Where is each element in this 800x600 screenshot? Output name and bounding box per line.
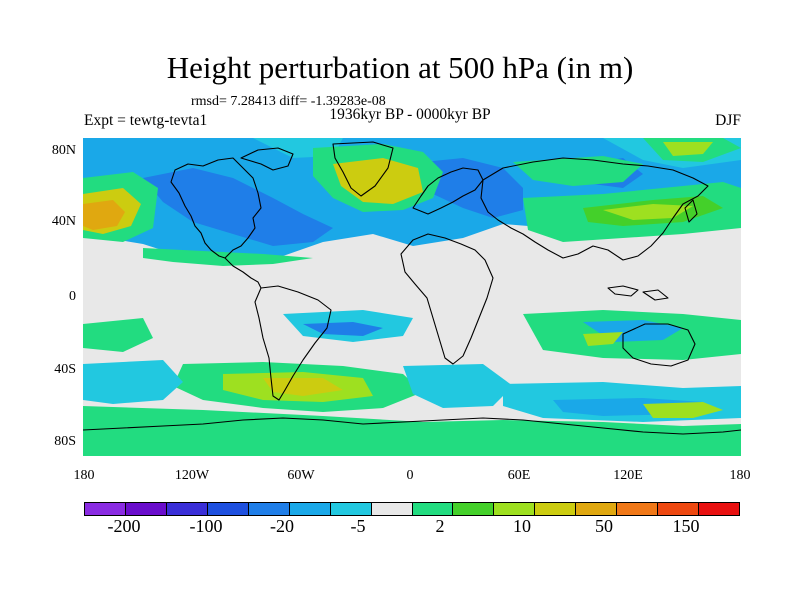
contour-region	[263, 378, 343, 396]
lat-label-80n: 80N	[51, 143, 76, 158]
contour-region	[663, 142, 713, 156]
colorbar-cell	[494, 503, 536, 515]
colorbar-label: 10	[513, 516, 531, 536]
colorbar-label: 2	[435, 516, 445, 536]
colorbar-cell	[658, 503, 700, 515]
contour-region	[513, 156, 643, 186]
contour-region	[643, 402, 723, 418]
contour-region	[83, 360, 183, 404]
colorbar-cell	[576, 503, 618, 515]
rmsd-diff-stats: rmsd= 7.28413 diff= -1.39283e-08	[191, 94, 386, 109]
lon-label-120w: 120W	[174, 468, 210, 483]
colorbar-cell	[371, 503, 413, 515]
colorbar-cell	[85, 503, 126, 515]
lon-label-180w: 180	[73, 468, 95, 483]
colorbar-label: -20	[270, 516, 294, 536]
contour-region	[403, 364, 513, 408]
colorbar-cell	[166, 503, 208, 515]
lat-label-40n: 40N	[51, 214, 76, 229]
contour-region	[143, 168, 333, 246]
colorbar-cell	[617, 503, 659, 515]
colorbar-cell	[248, 503, 290, 515]
contour-region	[83, 318, 153, 352]
lon-label-60w: 60W	[287, 468, 315, 483]
contour-region	[83, 406, 741, 456]
colorbar-label: 150	[672, 516, 700, 536]
lon-label-120e: 120E	[613, 468, 643, 483]
colorbar-cell	[207, 503, 249, 515]
colorbar-label: 50	[595, 516, 613, 536]
colorbar-cell	[125, 503, 167, 515]
contour-region	[83, 200, 125, 230]
colorbar-label: -5	[350, 516, 366, 536]
lon-label-0: 0	[406, 468, 414, 483]
lat-label-40s: 40S	[54, 362, 76, 377]
colorbar	[84, 502, 740, 516]
colorbar-cell	[289, 503, 331, 515]
contour-region	[143, 248, 313, 266]
coastlines	[83, 141, 741, 435]
contour-region	[603, 204, 693, 220]
height-perturbation-map	[83, 138, 741, 456]
lon-label-180e: 180	[729, 468, 751, 483]
lat-label-0: 0	[69, 289, 76, 304]
colorbar-cell	[330, 503, 372, 515]
contour-region	[583, 332, 623, 346]
colorbar-cell	[535, 503, 577, 515]
lon-label-60e: 60E	[507, 468, 531, 483]
time-range-subtitle: 1936kyr BP - 0000kyr BP	[329, 106, 491, 123]
season-label: DJF	[715, 112, 741, 129]
colorbar-label: -200	[107, 516, 141, 536]
colorbar-label: -100	[189, 516, 223, 536]
experiment-label: Expt = tewtg-tevta1	[84, 112, 208, 129]
colorbar-cell	[412, 503, 454, 515]
map-title: Height perturbation at 500 hPa (in m)	[166, 50, 634, 85]
contour-fields	[83, 138, 741, 456]
colorbar-cell	[699, 503, 739, 515]
colorbar-cell	[453, 503, 495, 515]
lat-label-80s: 80S	[54, 434, 76, 449]
